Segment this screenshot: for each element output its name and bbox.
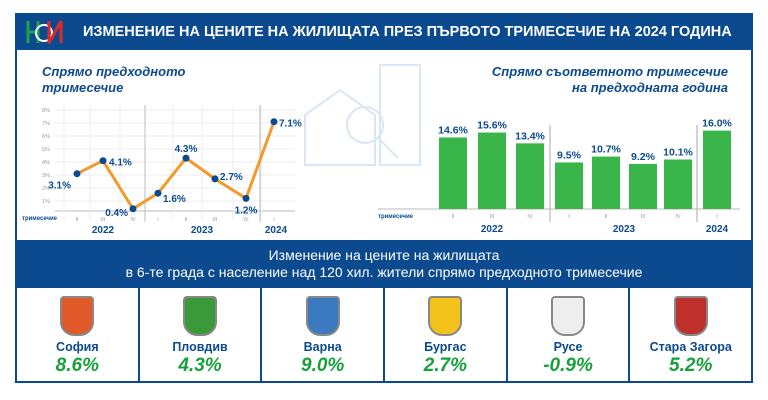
data-label: 10.1% [663, 147, 693, 159]
x-tick-label: III [101, 217, 106, 223]
y-tick-label: 6% [42, 134, 50, 140]
data-point [270, 118, 278, 126]
x-tick-label: II [451, 214, 455, 220]
left-chart-subtitle: Спрямо предходното тримесечие [42, 64, 186, 95]
bar [664, 159, 692, 209]
data-label: 9.2% [631, 151, 656, 163]
year-label: 2024 [706, 224, 729, 235]
x-tick-label: I [273, 217, 275, 223]
bar [555, 162, 583, 209]
y-tick-label: 8% [42, 108, 50, 114]
y-tick-label: 4% [42, 160, 50, 166]
city-price-change: 8.6% [55, 355, 99, 376]
year-label: 2022 [92, 225, 115, 236]
data-label: 10.7% [591, 144, 621, 156]
city-price-change: 2.7% [423, 355, 467, 376]
x-tick-label: II [184, 217, 188, 223]
city-card: Русе -0.9% [508, 288, 631, 381]
x-axis-label: тримесечие [378, 214, 414, 220]
bar [592, 156, 620, 209]
data-label: 14.6% [438, 124, 468, 136]
y-tick-label: 5% [42, 147, 50, 153]
x-tick-label: IV [527, 214, 533, 220]
x-tick-label: I [157, 217, 159, 223]
bar [478, 132, 506, 209]
city-name: Пловдив [172, 340, 228, 354]
x-tick-label: III [490, 214, 495, 220]
stara-zagora-crest-icon [673, 296, 708, 336]
year-label: 2023 [191, 225, 214, 236]
sofia-crest-icon [60, 296, 95, 336]
y-tick-label: 7% [42, 121, 50, 127]
data-label: 9.5% [557, 149, 582, 161]
data-label: 7.1% [279, 119, 302, 130]
y-tick-label: 1% [42, 199, 50, 205]
city-name: Русе [553, 340, 583, 354]
x-tick-label: III [213, 217, 218, 223]
header: ИЗМЕНЕНИЕ НА ЦЕНИТЕ НА ЖИЛИЩАТА ПРЕЗ ПЪР… [15, 13, 753, 50]
x-tick-label: IV [675, 214, 681, 220]
x-tick-label: I [716, 214, 718, 220]
right-chart-subtitle: Спрямо съответното тримесечие на предходн… [491, 64, 728, 95]
city-card: Пловдив 4.3% [140, 288, 263, 381]
x-tick-label: III [641, 214, 646, 220]
y-tick-label: 2% [42, 186, 50, 192]
city-cards: София 8.6% Пловдив 4.3% Варна 9.0% Бургас 2.7% Р… [17, 288, 751, 381]
x-tick-label: I [568, 214, 570, 220]
city-price-change: 5.2% [669, 355, 713, 376]
city-price-change: -0.9% [543, 355, 593, 376]
x-tick-label: IV [243, 217, 249, 223]
data-label: 13.4% [515, 130, 545, 142]
cities-banner: Изменение на цените на жилищата в 6-те гр… [15, 240, 753, 288]
data-label: 4.1% [109, 158, 132, 169]
city-name: Стара Загора [649, 340, 732, 354]
line-series [76, 121, 276, 211]
data-label: 0.4% [105, 208, 128, 219]
city-price-change: 4.3% [178, 355, 222, 376]
data-label: 2.7% [220, 172, 243, 183]
burgas-crest-icon [428, 296, 463, 336]
bar [703, 130, 731, 209]
year-label: 2024 [265, 225, 288, 236]
city-name: София [56, 340, 99, 354]
data-point [73, 170, 81, 178]
city-card: Стара Загора 5.2% [630, 288, 751, 381]
city-card: София 8.6% [17, 288, 140, 381]
y-tick-label: 3% [42, 173, 50, 179]
data-point [154, 189, 162, 197]
data-label: 1.2% [235, 205, 258, 216]
city-name: Бургас [424, 340, 467, 354]
city-price-change: 9.0% [301, 355, 345, 376]
data-point [242, 194, 250, 202]
x-tick-label: IV [130, 217, 136, 223]
bar [516, 143, 544, 209]
data-point [99, 157, 107, 165]
data-point [129, 205, 137, 213]
x-axis-label: тримесечие [22, 216, 58, 222]
data-label: 3.1% [48, 181, 71, 192]
data-label: 4.3% [175, 144, 198, 155]
page-title: ИЗМЕНЕНИЕ НА ЦЕНИТЕ НА ЖИЛИЩАТА ПРЕЗ ПЪР… [83, 23, 732, 40]
x-tick-label: II [604, 214, 608, 220]
ruse-crest-icon [551, 296, 586, 336]
nsi-logo [25, 17, 65, 47]
bar [629, 163, 657, 209]
data-label: 15.6% [477, 120, 507, 132]
year-label: 2022 [481, 224, 504, 235]
city-card: Бургас 2.7% [385, 288, 508, 381]
data-point [182, 154, 190, 162]
plovdiv-crest-icon [183, 296, 217, 336]
year-label: 2023 [613, 224, 636, 235]
data-point [211, 175, 219, 183]
charts-canvas: 1% 2% 3% 4% 5% 6% 7% 8% 3.1% 4.1% 0.4% 1.6% 4.3% 2.7%… [22, 105, 740, 236]
varna-crest-icon [305, 296, 340, 336]
city-card: Варна 9.0% [262, 288, 386, 381]
city-name: Варна [303, 340, 342, 354]
buildings-background-icon [304, 64, 421, 166]
data-label: 16.0% [702, 118, 732, 130]
data-label: 1.6% [163, 194, 186, 205]
x-tick-label: II [75, 217, 79, 223]
bar [439, 137, 467, 209]
